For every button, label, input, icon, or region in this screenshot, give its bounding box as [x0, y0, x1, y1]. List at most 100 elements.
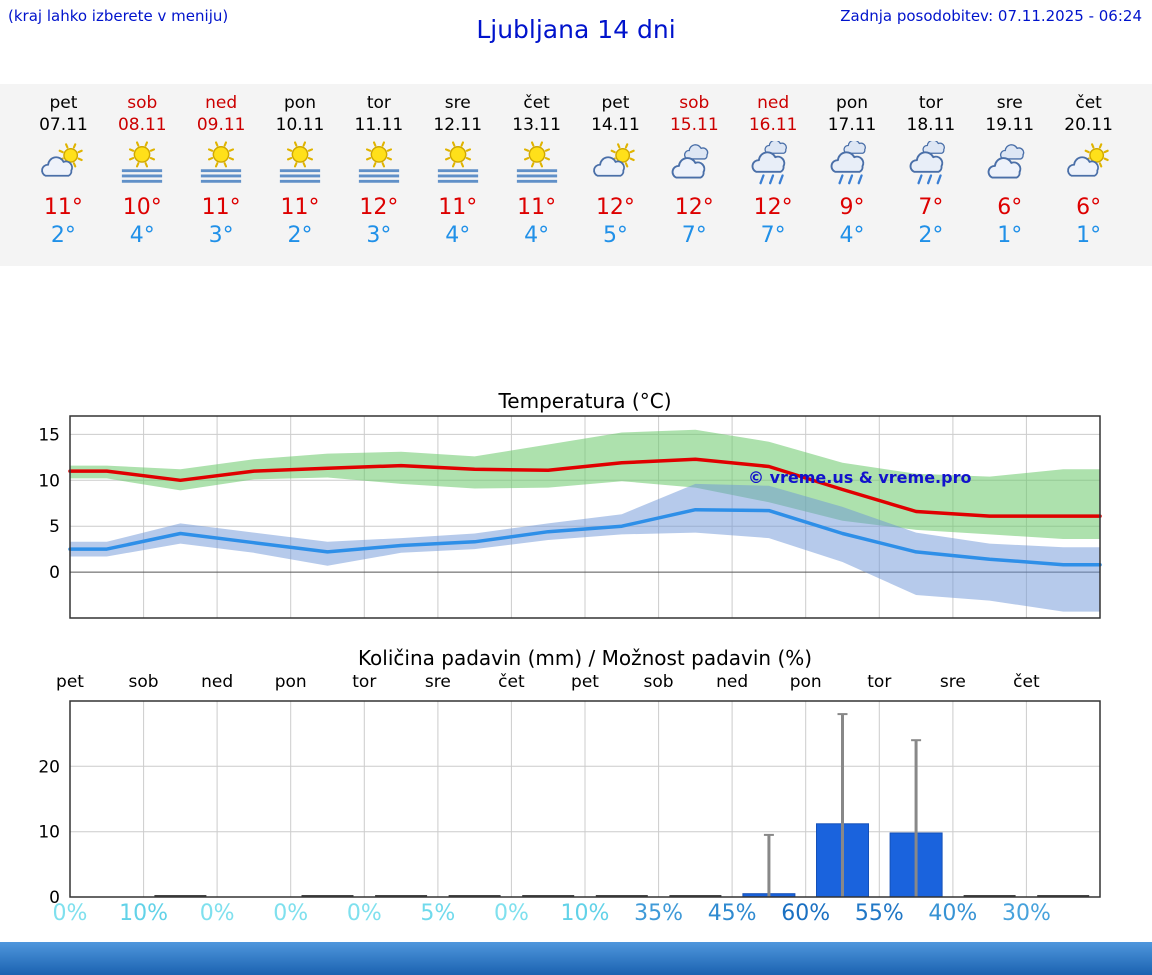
precip-day-label: tor [867, 672, 892, 692]
cloud-rain-icon [742, 138, 804, 190]
day-name-label: čet [523, 93, 550, 113]
precip-percent-label: 10% [560, 901, 610, 926]
day-low-temp: 1° [1076, 223, 1102, 248]
day-high-temp: 12° [595, 195, 635, 220]
day-low-temp: 5° [602, 223, 628, 248]
precip-day-label: sre [424, 672, 451, 692]
forecast-day: pon 10.11 11° 2° [261, 92, 340, 266]
precip-percent-label: 0% [346, 901, 382, 926]
last-update-text: Zadnja posodobitev: 07.11.2025 - 06:24 [840, 7, 1142, 25]
precip-day-label: ned [716, 672, 749, 692]
sun-cloud-icon [32, 138, 94, 190]
day-high-temp: 12° [359, 195, 399, 220]
sun-fog-icon [348, 138, 410, 190]
sun-fog-icon [269, 138, 331, 190]
precip-percent-label: 0% [52, 901, 88, 926]
svg-text:0: 0 [49, 888, 60, 908]
sun-cloud-icon [1058, 138, 1120, 190]
precip-percent-label: 5% [420, 901, 456, 926]
day-date-label: 08.11 [117, 115, 167, 135]
precip-percent-label: 0% [493, 901, 529, 926]
precip-day-label: sre [939, 672, 966, 692]
day-name-label: pet [49, 93, 78, 113]
day-high-temp: 12° [753, 195, 793, 220]
day-name-label: čet [1075, 93, 1102, 113]
forecast-day: sob 08.11 10° 4° [103, 92, 182, 266]
precip-percent-label: 10% [119, 901, 169, 926]
precip-day-label: pet [571, 672, 599, 692]
sun-fog-icon [190, 138, 252, 190]
precip-day-label: čet [1013, 672, 1040, 692]
day-low-temp: 2° [50, 223, 76, 248]
day-low-temp: 2° [918, 223, 944, 248]
day-low-temp: 4° [445, 223, 471, 248]
day-name-label: pon [284, 93, 316, 113]
day-name-label: pet [601, 93, 630, 113]
day-date-label: 20.11 [1064, 115, 1113, 135]
day-date-label: 16.11 [748, 115, 798, 135]
precip-day-label: sob [128, 672, 159, 692]
forecast-strip: pet 07.11 11° 2° sob 08.11 10° 4° ned 09.11 11° 3° p… [0, 84, 1152, 266]
location-menu-hint: (kraj lahko izberete v meniju) [8, 7, 229, 25]
day-date-label: 12.11 [433, 115, 483, 135]
forecast-day: sre 19.11 6° 1° [970, 92, 1049, 266]
day-date-label: 09.11 [196, 115, 246, 135]
sun-fog-icon [111, 138, 173, 190]
day-high-temp: 12° [674, 195, 714, 220]
sun-fog-icon [427, 138, 489, 190]
precip-percent-label: 40% [928, 901, 978, 926]
precip-day-label: pet [56, 672, 84, 692]
day-name-label: tor [366, 93, 391, 113]
day-low-temp: 7° [760, 223, 786, 248]
cloudy-icon [979, 138, 1041, 190]
precipitation-percent-labels: 0% 10% 0% 0% 0% 5% 0% 10% 35% 45% 60% 55% 40% 30% [0, 901, 1152, 931]
precipitation-chart-title: Količina padavin (mm) / Možnost padavin … [357, 646, 813, 670]
day-name-label: tor [918, 93, 943, 113]
day-high-temp: 11° [517, 195, 557, 220]
precip-percent-label: 60% [781, 901, 831, 926]
day-high-temp: 11° [43, 195, 83, 220]
day-name-label: sre [444, 93, 471, 113]
precip-percent-label: 55% [854, 901, 904, 926]
precip-percent-label: 45% [707, 901, 757, 926]
page-title: Ljubljana 14 dni [476, 15, 676, 44]
forecast-day: čet 20.11 6° 1° [1049, 92, 1128, 266]
precip-day-label: čet [498, 672, 525, 692]
day-low-temp: 1° [997, 223, 1023, 248]
day-name-label: ned [757, 93, 790, 113]
footer-bar [0, 942, 1152, 975]
forecast-day: sre 12.11 11° 4° [418, 92, 497, 266]
day-high-temp: 10° [122, 195, 162, 220]
day-name-label: pon [836, 93, 868, 113]
temperature-chart-title: Temperatura (°C) [498, 389, 672, 413]
day-high-temp: 6° [1076, 195, 1102, 220]
precip-day-label: sob [643, 672, 674, 692]
day-low-temp: 7° [681, 223, 707, 248]
cloudy-icon [663, 138, 725, 190]
precip-day-label: ned [201, 672, 234, 692]
day-high-temp: 7° [918, 195, 944, 220]
precip-percent-label: 0% [199, 901, 235, 926]
svg-text:15: 15 [38, 425, 60, 445]
forecast-day: tor 18.11 7° 2° [891, 92, 970, 266]
forecast-day: pet 14.11 12° 5° [576, 92, 655, 266]
precip-percent-label: 35% [634, 901, 684, 926]
day-date-label: 10.11 [275, 115, 325, 135]
day-date-label: 14.11 [591, 115, 640, 135]
day-low-temp: 4° [839, 223, 865, 248]
forecast-day: sob 15.11 12° 7° [655, 92, 734, 266]
precipitation-chart-plot: 0 10 20 [38, 700, 1101, 908]
day-high-temp: 11° [201, 195, 241, 220]
day-date-label: 07.11 [39, 115, 88, 135]
day-high-temp: 11° [438, 195, 478, 220]
precip-day-label: pon [274, 672, 307, 692]
svg-text:0: 0 [49, 563, 60, 583]
precip-day-label: pon [789, 672, 822, 692]
day-high-temp: 6° [997, 195, 1023, 220]
day-date-label: 13.11 [512, 115, 561, 135]
day-name-label: sob [679, 93, 710, 113]
day-name-label: sob [127, 93, 158, 113]
day-low-temp: 2° [287, 223, 313, 248]
day-name-label: sre [996, 93, 1023, 113]
svg-text:5: 5 [49, 517, 60, 537]
